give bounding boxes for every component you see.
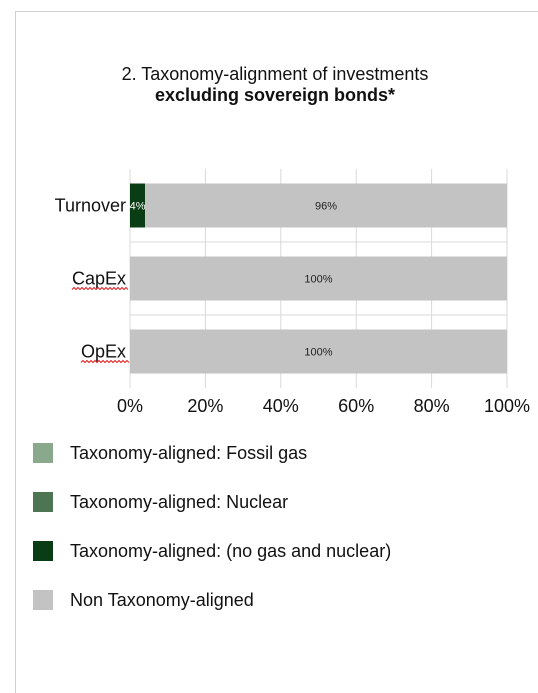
category-label: Turnover: [55, 196, 126, 216]
legend-label: Taxonomy-aligned: (no gas and nuclear): [70, 541, 392, 561]
x-tick-label: 40%: [263, 396, 299, 416]
category-label: CapEx: [72, 269, 126, 289]
data-label: 100%: [304, 347, 332, 359]
x-tick-label: 0%: [117, 396, 143, 416]
bar-segment: [130, 329, 507, 374]
legend-label: Taxonomy-aligned: Fossil gas: [70, 443, 308, 463]
data-label: 4%: [130, 201, 146, 213]
chart-frame-left-border: [15, 11, 16, 693]
chart-frame-top-border: [15, 11, 538, 12]
legend-swatch: [33, 541, 53, 561]
bar-segment: [145, 183, 507, 228]
spellcheck-underline: [80, 359, 130, 364]
x-tick-label: 60%: [338, 396, 374, 416]
category-label: OpEx: [81, 342, 126, 362]
x-tick-label: 20%: [187, 396, 223, 416]
legend-label: Taxonomy-aligned: Nuclear: [70, 492, 289, 512]
legend-swatch: [33, 492, 53, 512]
bar-segment: [130, 183, 146, 228]
legend-label: Non Taxonomy-aligned: [70, 590, 254, 610]
legend-swatch: [33, 443, 53, 463]
chart-title: 2. Taxonomy-alignment of investments: [121, 64, 429, 84]
chart-subtitle: excluding sovereign bonds*: [154, 85, 396, 105]
data-label: 96%: [315, 201, 337, 213]
data-label: 100%: [304, 274, 332, 286]
spellcheck-underline: [71, 286, 129, 291]
bar-segment: [130, 256, 507, 301]
legend-swatch: [33, 590, 53, 610]
x-tick-label: 80%: [414, 396, 450, 416]
x-tick-label: 100%: [484, 396, 530, 416]
